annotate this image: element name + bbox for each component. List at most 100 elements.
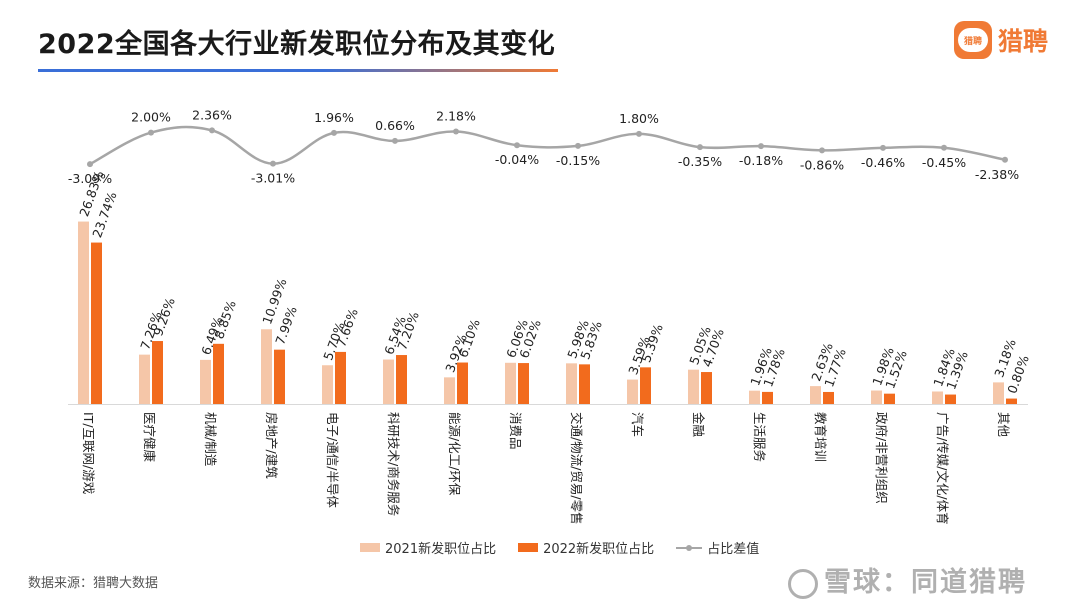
bar-2021 xyxy=(627,379,638,404)
diff-label: 2.18% xyxy=(436,108,476,123)
diff-point xyxy=(148,129,154,136)
diff-label: 2.36% xyxy=(192,107,232,122)
bar-2022 xyxy=(640,367,651,404)
category-label: 机械/制造 xyxy=(203,412,218,467)
category-label: IT/互联网/游戏 xyxy=(81,412,96,494)
bar-2021 xyxy=(200,359,211,404)
diff-point xyxy=(697,144,703,151)
snowball-icon xyxy=(788,568,818,599)
diff-label: -0.04% xyxy=(495,152,539,167)
category-label: 生活服务 xyxy=(752,412,767,462)
category-labels: IT/互联网/游戏 医疗健康 机械/制造 房地产/建筑 电子/通信/半导体 科研技术/商务… xyxy=(81,412,1011,525)
bar-2022 xyxy=(457,362,468,404)
category-label: 科研技术/商务服务 xyxy=(386,412,401,516)
logo-text: 猎聘 xyxy=(998,27,1049,56)
diff-label: -0.18% xyxy=(739,153,783,168)
bar-2021 xyxy=(78,221,89,404)
diff-point xyxy=(514,142,520,149)
category-label: 教育培训 xyxy=(813,412,828,462)
title-underline xyxy=(38,69,558,72)
bar-2022 xyxy=(396,355,407,404)
legend-swatch-2022 xyxy=(518,543,539,552)
legend-item-2021: 2021新发职位占比 xyxy=(360,538,496,557)
category-label: 医疗健康 xyxy=(142,412,157,463)
bar-2021 xyxy=(810,386,821,404)
diff-point xyxy=(1002,156,1008,163)
category-label: 能源/化工/环保 xyxy=(447,412,462,496)
watermark: 雪球：同道猎聘 xyxy=(788,560,1027,599)
bar-2021 xyxy=(993,382,1004,404)
bar-2022 xyxy=(945,394,956,404)
legend-item-2022: 2022新发职位占比 xyxy=(518,538,654,557)
diff-label: -3.09% xyxy=(68,171,112,186)
diff-label: -0.35% xyxy=(678,154,722,169)
legend-swatch-diff xyxy=(676,543,703,553)
category-label: 广告/传媒/文化/体育 xyxy=(935,412,950,525)
logo-badge-icon: 猎聘 xyxy=(954,21,992,59)
diff-label: 2.00% xyxy=(131,110,171,125)
bar-2021 xyxy=(139,354,150,404)
bar-group: 26.83%23.74%7.26%9.26% 6.49%8.85% 10.99%7.… xyxy=(68,169,1032,405)
diff-label: 1.96% xyxy=(314,110,354,125)
category-label: 政府/非营利组织 xyxy=(874,412,889,504)
diff-label: -0.46% xyxy=(861,155,905,170)
diff-point xyxy=(941,144,947,151)
category-label: 金融 xyxy=(691,412,706,438)
bar-2021 xyxy=(566,363,577,404)
bar-2022 xyxy=(884,393,895,404)
diff-line-group: -3.09% 2.00% 2.36% -3.01% 1.96% 0.66% 2.18% -0.… xyxy=(68,107,1019,186)
bar-2022 xyxy=(823,391,834,404)
category-label: 交通/物流/贸易/零售 xyxy=(569,412,584,525)
chart-legend: 2021新发职位占比 2022新发职位占比 占比差值 xyxy=(360,538,781,557)
diff-label: 1.80% xyxy=(619,111,659,126)
legend-swatch-2021 xyxy=(360,543,380,552)
diff-label: -3.01% xyxy=(251,171,295,186)
bar-2022 xyxy=(518,363,529,404)
logo-badge-text: 猎聘 xyxy=(958,28,988,52)
category-label: 消费品 xyxy=(508,412,523,450)
bar-2022 xyxy=(91,242,102,404)
bar-2022 xyxy=(701,372,712,404)
bar-2022 xyxy=(274,349,285,404)
diff-point xyxy=(392,137,398,144)
bar-2022 xyxy=(579,364,590,404)
diff-point xyxy=(209,127,215,134)
liepin-logo: 猎聘 猎聘 xyxy=(954,20,1048,60)
legend-label-diff: 占比差值 xyxy=(707,542,760,557)
bar-2022 xyxy=(152,341,163,404)
diff-label: 0.66% xyxy=(375,118,415,133)
diff-point xyxy=(453,128,459,135)
diff-point xyxy=(880,144,886,151)
bar-2021 xyxy=(749,390,760,404)
diff-point xyxy=(270,160,276,167)
diff-point xyxy=(87,161,93,168)
page-title: 2022全国各大行业新发职位分布及其变化 xyxy=(38,29,556,60)
category-label: 电子/通信/半导体 xyxy=(325,412,340,508)
bar-2022 xyxy=(1006,398,1017,404)
data-source-note: 数据来源：猎聘大数据 xyxy=(28,576,159,591)
diff-label: -0.15% xyxy=(556,153,600,168)
category-label: 房地产/建筑 xyxy=(264,412,279,479)
diff-point xyxy=(758,143,764,150)
bar-2021 xyxy=(444,377,455,404)
bar-2021 xyxy=(871,390,882,404)
diff-point xyxy=(575,142,581,149)
bar-2021 xyxy=(932,391,943,404)
diff-label: -0.86% xyxy=(800,157,844,172)
category-label: 其他 xyxy=(996,412,1011,438)
watermark-text: 雪球：同道猎聘 xyxy=(824,567,1027,598)
diff-point xyxy=(636,130,642,137)
bar-2021 xyxy=(505,362,516,404)
legend-item-diff: 占比差值 xyxy=(676,538,759,557)
legend-label-2021: 2021新发职位占比 xyxy=(385,542,497,557)
diff-line xyxy=(89,125,1006,166)
bar-2022 xyxy=(335,351,346,404)
diff-point xyxy=(331,129,337,136)
legend-label-2022: 2022新发职位占比 xyxy=(543,542,655,557)
bar-2021 xyxy=(383,359,394,404)
bar-2021 xyxy=(322,365,333,404)
bar-2022 xyxy=(213,343,224,404)
bar-2021 xyxy=(688,369,699,404)
bar-2022 xyxy=(762,391,773,404)
